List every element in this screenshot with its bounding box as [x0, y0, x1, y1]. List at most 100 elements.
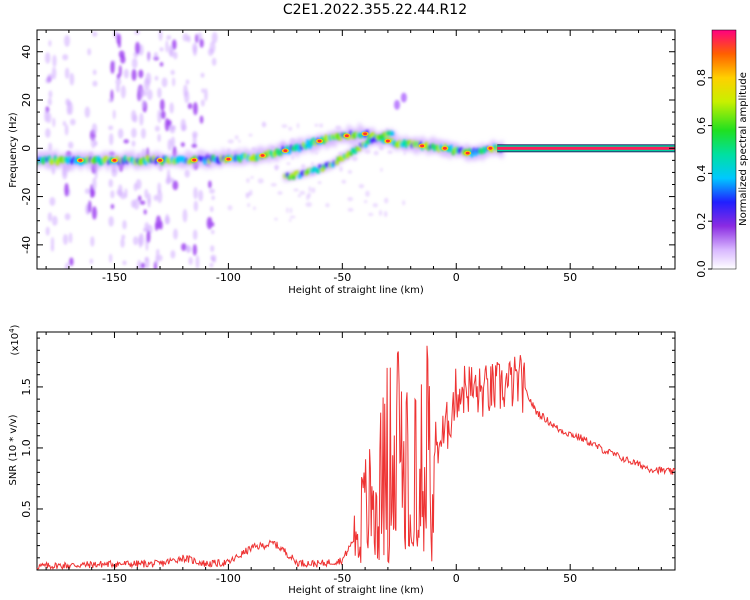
noise-blob — [238, 139, 241, 143]
snr-frame — [36, 331, 676, 571]
noise-blob — [180, 142, 185, 147]
noise-blob — [123, 68, 129, 79]
noise-blob — [70, 118, 76, 126]
noise-blob — [198, 189, 204, 202]
noise-blob — [132, 236, 139, 246]
noise-blob — [193, 186, 198, 200]
noise-blob — [134, 41, 141, 55]
noise-blob — [66, 103, 71, 115]
noise-blob — [199, 115, 204, 124]
noise-blob — [131, 69, 137, 81]
x-tick-label: -100 — [216, 271, 241, 284]
noise-blob — [64, 124, 69, 136]
noise-blob — [347, 196, 354, 202]
x-tick-label: -150 — [102, 572, 127, 585]
noise-blob — [139, 86, 143, 101]
noise-blob — [112, 109, 116, 120]
noise-blob — [170, 69, 175, 75]
noise-blob — [92, 177, 97, 191]
noise-blob — [210, 229, 215, 235]
hotspot-inner — [192, 158, 197, 162]
noise-blob — [84, 188, 91, 195]
noise-blob — [164, 215, 171, 225]
feature-blob — [400, 92, 407, 103]
noise-blob — [325, 203, 330, 208]
noise-blob — [122, 260, 127, 266]
noise-blob — [110, 190, 115, 199]
noise-blob — [201, 88, 205, 93]
noise-blob — [51, 215, 58, 226]
noise-blob — [206, 216, 213, 230]
hotspot-inner — [78, 158, 83, 162]
noise-blob — [50, 237, 55, 248]
spectrogram-constant-band — [497, 144, 675, 153]
noise-blob — [44, 110, 49, 123]
noise-blob — [118, 65, 122, 77]
chart-title: C2E1.2022.355.22.44.R12 — [282, 2, 468, 18]
spectrogram-panel: -150 -100 -50 0 50 -40 -20 0 20 40 Height of str… — [8, 29, 676, 296]
noise-blob — [308, 185, 311, 193]
noise-blob — [172, 77, 176, 87]
noise-blob — [192, 133, 197, 147]
noise-blob — [311, 161, 314, 166]
y-tick-label: 1.5 — [20, 378, 33, 396]
noise-blob — [123, 139, 129, 144]
noise-blob — [138, 235, 143, 248]
noise-blob — [160, 110, 166, 120]
noise-blob — [64, 35, 71, 47]
noise-blob — [169, 102, 174, 114]
noise-blob — [108, 216, 114, 227]
noise-blob — [247, 203, 251, 208]
x-tick-label: 50 — [563, 572, 577, 585]
noise-blob — [157, 87, 162, 99]
noise-blob — [373, 150, 379, 156]
track-blob — [315, 168, 321, 174]
noise-blob — [110, 60, 115, 74]
top-x-ticks: -150 -100 -50 0 50 — [45, 30, 662, 284]
noise-blob — [246, 178, 250, 183]
hotspot-inner — [442, 146, 447, 150]
noise-blob — [286, 162, 291, 165]
noise-blob — [387, 150, 393, 155]
noise-blob — [49, 196, 56, 206]
noise-blob — [158, 220, 163, 230]
noise-blob — [315, 151, 319, 155]
noise-blob — [131, 127, 137, 138]
top-y-axis-label: Frequency (Hz) — [8, 112, 19, 188]
colorbar-tick-label: 0.2 — [695, 212, 708, 230]
x-tick-label: -150 — [102, 271, 127, 284]
noise-blob — [169, 49, 175, 58]
snr-panel: -150 -100 -50 0 50 0.5 1.0 1.5 Height of strai… — [8, 324, 676, 596]
noise-blob — [245, 192, 252, 197]
noise-blob — [159, 62, 164, 67]
noise-blob — [157, 182, 162, 194]
noise-blob — [195, 33, 199, 44]
noise-blob — [87, 48, 92, 56]
noise-blob — [92, 69, 97, 76]
noise-blob — [62, 120, 67, 127]
noise-blob — [384, 197, 389, 204]
x-tick-label: 0 — [453, 572, 460, 585]
noise-blob — [347, 207, 354, 212]
noise-blob — [92, 80, 98, 87]
noise-blob — [110, 204, 115, 210]
noise-blob — [164, 118, 170, 132]
noise-blob — [131, 109, 137, 122]
noise-blob — [88, 200, 92, 213]
noise-blob — [154, 221, 159, 232]
noise-blob — [314, 123, 319, 127]
noise-blob — [122, 219, 127, 230]
track-blob — [291, 174, 296, 180]
noise-blob — [211, 31, 218, 44]
noise-blob — [146, 230, 151, 243]
noise-blob — [84, 106, 91, 118]
noise-blob — [297, 194, 302, 198]
noise-blob — [131, 140, 136, 147]
noise-blob — [288, 126, 293, 131]
x-tick-label: 0 — [453, 271, 460, 284]
noise-blob — [146, 89, 153, 101]
noise-blob — [317, 181, 322, 185]
noise-blob — [161, 77, 168, 88]
noise-blob — [301, 163, 306, 169]
noise-blob — [192, 244, 197, 256]
